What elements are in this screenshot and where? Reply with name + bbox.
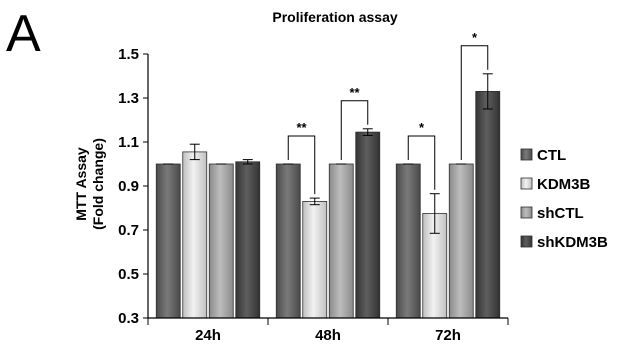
y-tick-label: 0.7 bbox=[118, 222, 139, 239]
bar-ctl bbox=[155, 163, 181, 319]
bar-ctl bbox=[275, 163, 301, 319]
legend-swatch-ctl bbox=[520, 148, 533, 161]
legend-swatch-shctl bbox=[520, 206, 533, 219]
axes-group bbox=[147, 54, 508, 319]
y-axis-label-line-2: (Fold change) bbox=[90, 138, 106, 230]
legend-swatch-shkdm3b bbox=[520, 235, 533, 248]
x-tick-label: 72h bbox=[435, 327, 461, 344]
significance-label: ** bbox=[296, 120, 307, 135]
bar-kdm3b bbox=[302, 200, 328, 319]
bar-shctl bbox=[208, 163, 234, 319]
y-axis-label: MTT Assay (Fold change) bbox=[73, 138, 106, 230]
bar-kdm3b bbox=[182, 151, 208, 319]
bar-shctl bbox=[448, 163, 474, 319]
x-tick-label: 24h bbox=[195, 327, 221, 344]
x-tick-label: 48h bbox=[315, 327, 341, 344]
significance-bracket bbox=[460, 45, 489, 160]
legend-swatch-kdm3b bbox=[520, 177, 533, 190]
significance-bracket bbox=[340, 100, 369, 160]
bars-group bbox=[155, 91, 501, 319]
significance-label: * bbox=[419, 120, 425, 135]
legend-label-ctl: CTL bbox=[537, 147, 566, 164]
chart-title: Proliferation assay bbox=[272, 9, 397, 25]
bar-shkdm3b bbox=[475, 91, 501, 319]
y-tick-label: 0.3 bbox=[118, 310, 139, 327]
bar-ctl bbox=[395, 163, 421, 319]
error-bars-group bbox=[163, 73, 493, 234]
significance-label: * bbox=[472, 30, 478, 45]
significance-group: ****** bbox=[287, 30, 489, 195]
significance-bracket bbox=[287, 135, 316, 195]
y-tick-label: 1.1 bbox=[118, 134, 139, 151]
legend-label-kdm3b: KDM3B bbox=[537, 176, 591, 193]
panel-letter: A bbox=[6, 5, 41, 63]
significance-label: ** bbox=[349, 85, 360, 100]
significance-bracket bbox=[407, 135, 436, 190]
y-tick-label: 1.3 bbox=[118, 90, 139, 107]
legend: CTL KDM3B shCTL shKDM3B bbox=[520, 147, 608, 251]
legend-label-shkdm3b: shKDM3B bbox=[537, 234, 608, 251]
legend-label-shctl: shCTL bbox=[537, 205, 584, 222]
y-axis-label-line-1: MTT Assay bbox=[73, 147, 89, 221]
bar-shkdm3b bbox=[355, 131, 381, 319]
y-axis: 0.3 0.5 0.7 0.9 1.1 1.3 1.5 bbox=[118, 46, 148, 327]
bar-shctl bbox=[328, 163, 354, 319]
y-tick-label: 1.5 bbox=[118, 46, 139, 63]
x-axis: 24h 48h 72h bbox=[147, 318, 509, 344]
y-tick-label: 0.5 bbox=[118, 266, 139, 283]
y-tick-label: 0.9 bbox=[118, 178, 139, 195]
bar-shkdm3b bbox=[235, 161, 261, 319]
